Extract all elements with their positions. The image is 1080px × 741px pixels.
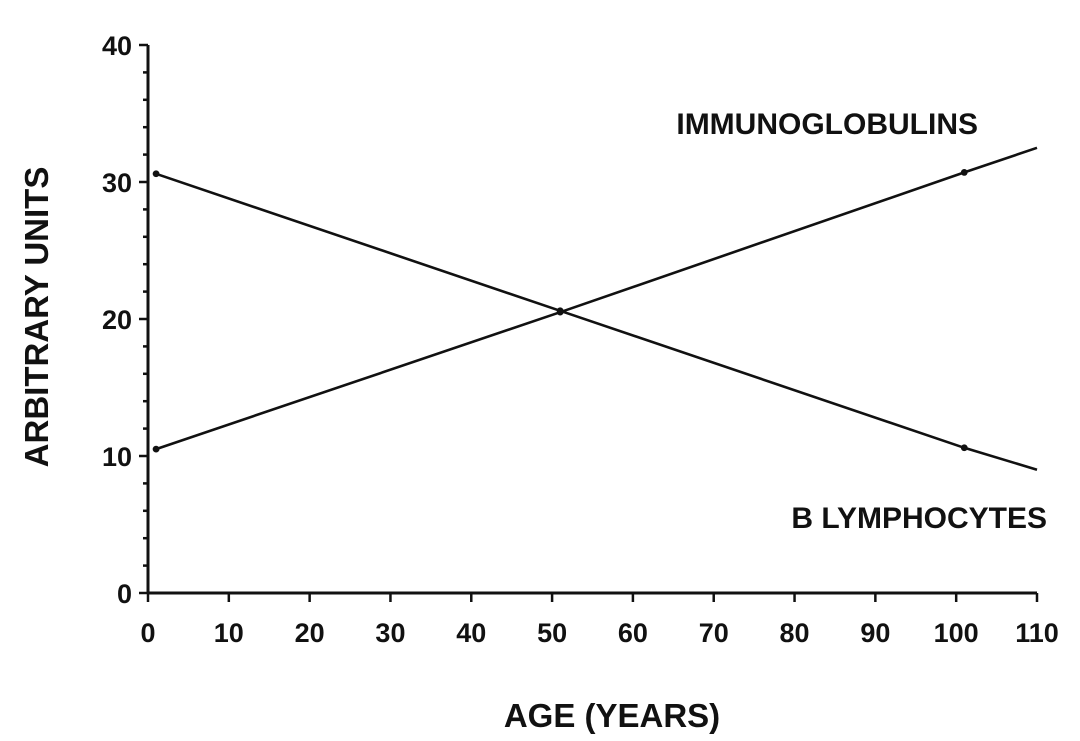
y-tick-label: 10 — [102, 442, 132, 472]
series-line-1 — [155, 172, 1038, 471]
x-tick-label: 20 — [295, 618, 325, 648]
y-axis-ticks: 0 10 20 30 40 — [102, 31, 148, 609]
series-label-immunoglobulins: IMMUNOGLOBULINS — [676, 108, 978, 141]
x-tick-label: 30 — [375, 618, 405, 648]
series-label-b-lymphocytes: B LYMPHOCYTES — [791, 502, 1047, 535]
x-tick-label: 80 — [780, 618, 810, 648]
x-tick-label: 110 — [1015, 618, 1059, 648]
x-tick-label: 90 — [860, 618, 890, 648]
y-tick-label: 0 — [117, 579, 132, 609]
data-point — [556, 307, 564, 315]
series-line-0 — [155, 146, 1038, 451]
data-point — [152, 445, 160, 453]
x-axis-title: AGE (YEARS) — [504, 697, 720, 734]
x-tick-label: 10 — [214, 618, 244, 648]
x-tick-label: 0 — [140, 618, 155, 648]
y-tick-label: 40 — [102, 31, 132, 61]
x-tick-label: 70 — [699, 618, 729, 648]
y-tick-label: 30 — [102, 168, 132, 198]
x-tick-label: 40 — [456, 618, 486, 648]
y-axis-title: ARBITRARY UNITS — [18, 167, 55, 468]
x-tick-label: 60 — [618, 618, 648, 648]
data-point — [960, 169, 968, 176]
x-tick-label: 100 — [934, 618, 979, 648]
x-axis-ticks: 0 10 20 30 40 50 60 70 80 90 100 110 — [140, 593, 1059, 648]
data-point — [152, 170, 160, 178]
x-tick-label: 50 — [537, 618, 567, 648]
data-point — [960, 444, 968, 452]
series-layer — [152, 146, 1038, 471]
y-tick-label: 20 — [102, 305, 132, 335]
